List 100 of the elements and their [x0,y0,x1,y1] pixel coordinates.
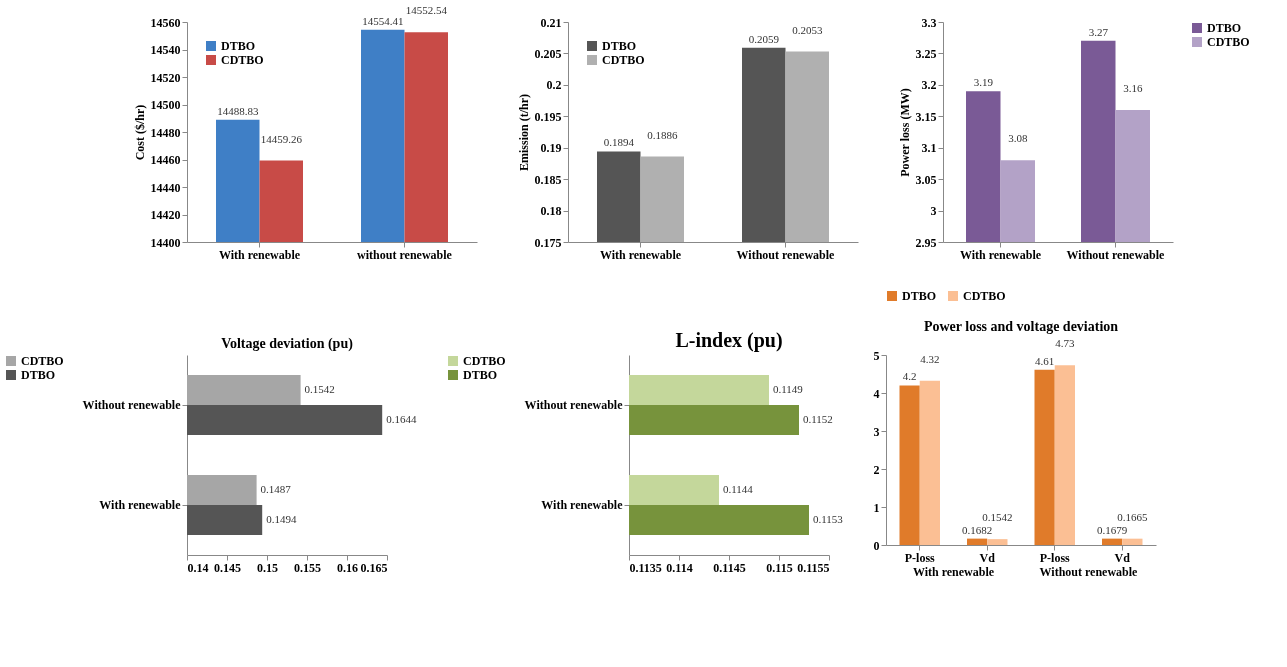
data-label: 0.1886 [647,128,678,141]
data-label: 3.08 [1008,132,1028,145]
y-tick-label: 4 [873,386,880,401]
y-tick-label: 3.3 [921,15,937,30]
x-tick-label: 0.145 [214,560,241,575]
y-tick-label: 0.19 [540,141,562,156]
data-label: 0.1153 [813,513,844,525]
y-tick-label: 1 [873,500,880,515]
y-tick-label: 3.1 [921,141,937,156]
x-tick-label: Vd [979,550,996,565]
y-tick-label: 3 [873,424,880,439]
data-label: 4.2 [902,370,917,383]
bar [1054,365,1075,545]
y-tick-label: 3.2 [921,78,937,93]
legend-label: CDTBO [1207,35,1250,49]
data-label: 0.1665 [1117,510,1148,523]
y-tick-label: 14520 [150,70,181,85]
bar [919,380,940,545]
y-tick-label: 14560 [150,15,181,30]
x-tick-label: With renewable [959,247,1042,262]
data-label: 14459.26 [260,132,303,145]
data-label: 3.19 [973,76,994,89]
y-tick-label: 14500 [150,98,181,112]
y-axis-title: Power loss (MW) [897,88,912,177]
legend-label: DTBO [1207,21,1242,35]
data-label: 0.2059 [748,32,780,45]
data-label: 0.1152 [803,413,833,425]
data-label: 0.1487 [260,483,292,495]
y-tick-label: 0.195 [534,109,562,124]
y-tick-label: 0.2 [546,78,562,93]
y-tick-label: 3.05 [915,172,937,187]
data-label: 14488.83 [217,104,259,117]
y-tick-label: 2.95 [915,235,937,250]
bar [987,539,1008,545]
y-tick-label: Without renewable [82,398,182,412]
y-tick-label: 0.18 [540,204,562,219]
y-tick-label: With renewable [99,498,182,512]
chart-title: Power loss and voltage deviation [923,319,1119,335]
x-tick-label: 0.16 [337,560,358,575]
x-tick-label: 0.114 [666,560,693,575]
data-label: 0.1679 [1097,523,1128,536]
x-tick-label: Vd [1114,550,1131,565]
y-tick-label: With renewable [541,498,624,512]
x-tick-label: 0.155 [294,560,321,575]
y-axis-title: Emission (t/hr) [516,93,531,172]
legend-label: DTBO [902,289,937,303]
data-label: 0.2053 [792,23,823,36]
y-tick-label: 14440 [150,180,181,195]
data-label: 0.1644 [386,413,417,425]
legend-label: CDTBO [602,53,645,67]
y-tick-label: 3 [930,204,937,219]
legend-label: DTBO [463,368,498,382]
x-tick-label: With renewable [599,247,682,262]
data-label: 0.1542 [304,383,335,395]
data-label: 0.1494 [266,513,297,525]
legend-label: DTBO [221,39,256,53]
data-label: 0.1149 [773,383,804,395]
data-label: 3.27 [1088,25,1109,38]
x-tick-label: 0.1155 [797,560,830,575]
y-tick-label: 14420 [150,208,181,222]
y-tick-label: 3.25 [915,46,937,61]
y-tick-label: 0.205 [534,46,562,61]
x-tick-label: With renewable [218,247,301,262]
x-tick-label: Without renewable [1066,247,1166,262]
bar [1034,369,1055,545]
bar [899,385,920,545]
data-label: 4.32 [920,352,940,365]
y-tick-label: 0.175 [534,235,562,250]
x-tick-label: Without renewable [736,247,836,262]
data-label: 14554.41 [362,14,404,27]
data-label: 4.73 [1055,337,1075,350]
y-tick-label: 14460 [150,153,181,167]
bar [967,538,988,545]
y-tick-label: 2 [873,462,880,477]
legend-label: DTBO [602,39,637,53]
bar [1122,538,1143,545]
x-tick-label: P-loss [904,550,936,565]
y-axis-title: Cost ($/hr) [132,104,147,161]
data-label: 4.61 [1035,354,1055,367]
legend-label: CDTBO [463,354,506,368]
chart-title: L-index (pu) [675,329,783,352]
x-tick-label: P-loss [1039,550,1071,565]
data-label: 14552.54 [405,4,448,17]
legend-label: CDTBO [963,289,1006,303]
x-tick-label: without renewable [357,247,453,262]
x-tick-label: 0.14 [187,560,209,575]
y-tick-label: 14480 [150,125,181,140]
x-tick-label: 0.115 [766,560,793,575]
y-tick-label: 5 [873,348,880,363]
x-tick-label: 0.1145 [713,560,746,575]
y-tick-label: 3.15 [915,109,937,124]
legend-label: CDTBO [221,53,264,67]
x-tick-label: 0.15 [257,560,278,575]
legend-label: CDTBO [21,354,64,368]
y-tick-label: 14400 [150,235,181,250]
x-tick-label: 0.1135 [629,560,662,575]
y-tick-label: 14540 [150,43,181,57]
chart-title: Voltage deviation (pu) [221,336,354,352]
data-label: 0.1144 [723,483,754,495]
y-tick-label: 0.185 [534,172,562,187]
